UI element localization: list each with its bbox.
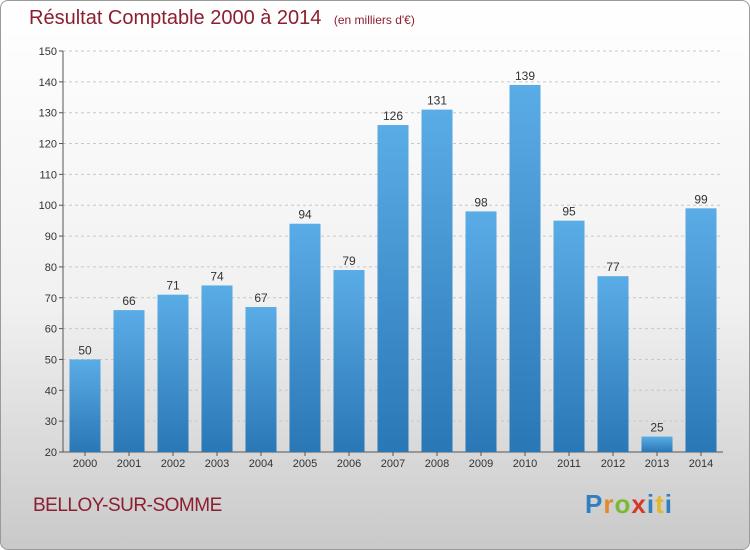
y-tick-label: 30 [45,416,57,428]
x-tick-label: 2008 [425,458,449,470]
bar [201,285,233,452]
bar [421,109,453,452]
bar [641,436,673,452]
bar-value-label: 50 [78,343,92,357]
commune-name: BELLOY-SUR-SOMME [33,495,222,516]
bar-value-label: 94 [298,208,312,222]
y-tick-label: 140 [39,77,57,89]
chart-title-block: Résultat Comptable 2000 à 2014 (en milli… [29,7,415,30]
logo-letter: t [655,489,665,519]
logo-letter: P [585,489,604,519]
x-tick-label: 2013 [645,458,669,470]
y-tick-label: 40 [45,385,57,397]
y-tick-label: 50 [45,354,57,366]
y-tick-label: 70 [45,293,57,305]
bar-value-label: 98 [474,195,488,209]
proxiti-logo: Proxiti [585,489,673,520]
logo-letter: i [664,489,673,519]
bar-value-label: 77 [606,260,620,274]
bar-value-label: 139 [515,69,535,83]
y-tick-label: 80 [45,262,57,274]
logo-letter: i [646,489,656,519]
bar-value-label: 67 [254,291,268,305]
bar-value-label: 74 [210,269,224,283]
y-tick-label: 150 [39,46,57,58]
x-tick-label: 2009 [469,458,493,470]
y-tick-label: 130 [39,108,57,120]
bar [245,307,277,452]
y-tick-label: 90 [45,231,57,243]
logo-letter: x [631,489,647,519]
x-tick-label: 2011 [557,458,581,470]
bar [333,270,365,452]
y-tick-label: 20 [45,447,57,459]
logo-letter: r [603,489,615,519]
bar [465,211,497,452]
x-tick-label: 2014 [689,458,713,470]
bar [69,359,101,452]
bar-value-label: 131 [427,94,447,108]
bar [509,84,541,452]
bar-value-label: 25 [650,421,664,435]
bar [377,125,409,453]
bar-value-label: 71 [166,279,180,293]
y-tick-label: 100 [39,200,57,212]
bar-value-label: 95 [562,205,576,219]
x-tick-label: 2007 [381,458,405,470]
bar [597,276,629,452]
x-tick-label: 2000 [73,458,97,470]
y-tick-label: 120 [39,139,57,151]
bar [157,294,189,452]
bar [289,223,321,452]
chart-subtitle: (en milliers d'€) [333,13,415,27]
bar-value-label: 126 [383,109,403,123]
x-tick-label: 2003 [205,458,229,470]
x-tick-label: 2005 [293,458,317,470]
chart-title: Résultat Comptable 2000 à 2014 [29,7,322,29]
bar [685,208,717,452]
bar [553,220,585,452]
x-tick-label: 2004 [249,458,273,470]
bar [113,310,145,452]
bar-value-label: 79 [342,254,356,268]
logo-letter: o [614,489,632,519]
x-tick-label: 2001 [117,458,141,470]
bar-value-label: 66 [122,294,136,308]
x-tick-label: 2012 [601,458,625,470]
x-tick-label: 2006 [337,458,361,470]
bar-value-label: 99 [694,192,708,206]
x-tick-label: 2010 [513,458,537,470]
y-tick-label: 60 [45,324,57,336]
x-tick-label: 2002 [161,458,185,470]
y-tick-label: 110 [39,169,57,181]
